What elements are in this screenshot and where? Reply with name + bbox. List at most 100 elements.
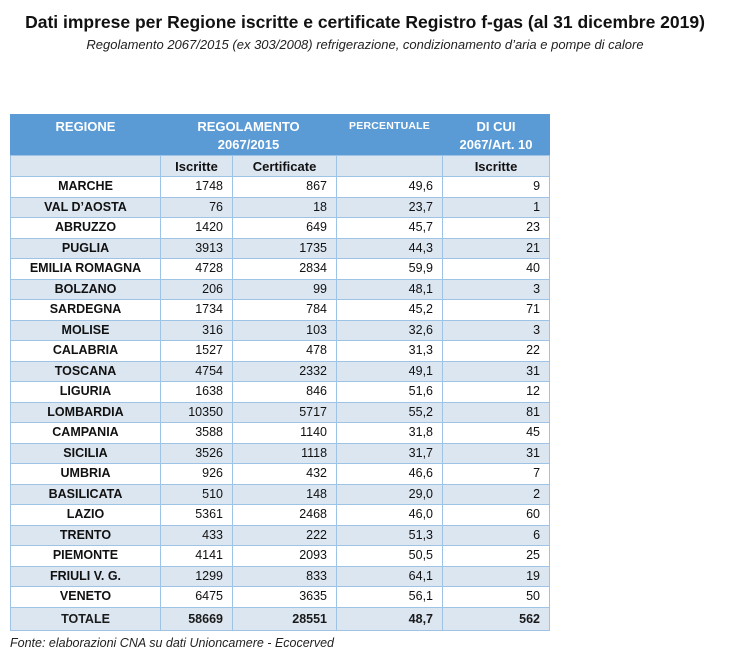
table-row: SICILIA 3526 1118 31,7 31 (10, 442, 551, 464)
table-row: CAMPANIA 3588 1140 31,8 45 (10, 422, 551, 444)
dicui-value-cell: 81 (442, 401, 551, 423)
dicui-value-cell: 1 (442, 196, 551, 218)
header-regolamento-line2: 2067/2015 (217, 137, 280, 152)
header-dicui-line1: DI CUI (476, 119, 516, 134)
region-name-cell: BASILICATA (10, 483, 161, 505)
table-row: BASILICATA 510 148 29,0 2 (10, 483, 551, 505)
total-certificate: 28551 (231, 606, 338, 631)
certificate-value-cell: 18 (231, 196, 338, 218)
total-row: TOTALE 58669 28551 48,7 562 (10, 606, 551, 631)
certificate-value-cell: 99 (231, 278, 338, 300)
percentuale-value-cell: 51,6 (336, 381, 444, 403)
source-note: Fonte: elaborazioni CNA su dati Unioncam… (10, 635, 334, 650)
percentuale-value-cell: 48,1 (336, 278, 444, 300)
subheader-certificate: Certificate (231, 155, 338, 177)
table-row: MOLISE 316 103 32,6 3 (10, 319, 551, 341)
table-row: TRENTO 433 222 51,3 6 (10, 524, 551, 546)
subheader-dicui-iscritte: Iscritte (442, 155, 551, 177)
total-iscritte: 58669 (160, 606, 233, 631)
percentuale-value-cell: 44,3 (336, 237, 444, 259)
region-name-cell: TRENTO (10, 524, 161, 546)
table-header-row: REGIONE REGOLAMENTO 2067/2015 PERCENTUAL… (10, 114, 551, 156)
certificate-value-cell: 846 (231, 381, 338, 403)
dicui-value-cell: 21 (442, 237, 551, 259)
percentuale-value-cell: 31,3 (336, 340, 444, 362)
dicui-value-cell: 25 (442, 545, 551, 567)
table-row: EMILIA ROMAGNA 4728 2834 59,9 40 (10, 258, 551, 280)
subheader-percentuale-empty (336, 155, 444, 177)
percentuale-value-cell: 55,2 (336, 401, 444, 423)
table-row: TOSCANA 4754 2332 49,1 31 (10, 360, 551, 382)
certificate-value-cell: 1118 (231, 442, 338, 464)
dicui-value-cell: 23 (442, 217, 551, 239)
table-row: SARDEGNA 1734 784 45,2 71 (10, 299, 551, 321)
percentuale-value-cell: 46,0 (336, 504, 444, 526)
percentuale-value-cell: 59,9 (336, 258, 444, 280)
iscritte-value-cell: 1638 (160, 381, 233, 403)
dicui-value-cell: 19 (442, 565, 551, 587)
percentuale-value-cell: 50,5 (336, 545, 444, 567)
header-percentuale: PERCENTUALE (336, 114, 444, 156)
percentuale-value-cell: 31,7 (336, 442, 444, 464)
iscritte-value-cell: 3526 (160, 442, 233, 464)
region-name-cell: LAZIO (10, 504, 161, 526)
table-row: VENETO 6475 3635 56,1 50 (10, 586, 551, 608)
certificate-value-cell: 1140 (231, 422, 338, 444)
iscritte-value-cell: 4728 (160, 258, 233, 280)
dicui-value-cell: 6 (442, 524, 551, 546)
iscritte-value-cell: 1420 (160, 217, 233, 239)
iscritte-value-cell: 926 (160, 463, 233, 485)
dicui-value-cell: 22 (442, 340, 551, 362)
dicui-value-cell: 12 (442, 381, 551, 403)
iscritte-value-cell: 4754 (160, 360, 233, 382)
percentuale-value-cell: 31,8 (336, 422, 444, 444)
certificate-value-cell: 148 (231, 483, 338, 505)
region-name-cell: UMBRIA (10, 463, 161, 485)
percentuale-value-cell: 45,7 (336, 217, 444, 239)
dicui-value-cell: 60 (442, 504, 551, 526)
region-name-cell: EMILIA ROMAGNA (10, 258, 161, 280)
subheader-iscritte: Iscritte (160, 155, 233, 177)
table-row: VAL D’AOSTA 76 18 23,7 1 (10, 196, 551, 218)
table-row: CALABRIA 1527 478 31,3 22 (10, 340, 551, 362)
certificate-value-cell: 5717 (231, 401, 338, 423)
table-row: BOLZANO 206 99 48,1 3 (10, 278, 551, 300)
dicui-value-cell: 71 (442, 299, 551, 321)
certificate-value-cell: 222 (231, 524, 338, 546)
certificate-value-cell: 784 (231, 299, 338, 321)
certificate-value-cell: 2093 (231, 545, 338, 567)
dicui-value-cell: 3 (442, 319, 551, 341)
certificate-value-cell: 103 (231, 319, 338, 341)
percentuale-value-cell: 56,1 (336, 586, 444, 608)
region-name-cell: CALABRIA (10, 340, 161, 362)
table-row: LOMBARDIA 10350 5717 55,2 81 (10, 401, 551, 423)
iscritte-value-cell: 10350 (160, 401, 233, 423)
dicui-value-cell: 2 (442, 483, 551, 505)
table-row: LIGURIA 1638 846 51,6 12 (10, 381, 551, 403)
iscritte-value-cell: 3588 (160, 422, 233, 444)
header-percentuale-label: PERCENTUALE (349, 120, 430, 132)
table-subheader-row: Iscritte Certificate Iscritte (10, 155, 551, 177)
table-row: LAZIO 5361 2468 46,0 60 (10, 504, 551, 526)
header-regolamento: REGOLAMENTO 2067/2015 (159, 114, 338, 156)
dicui-value-cell: 40 (442, 258, 551, 280)
region-name-cell: CAMPANIA (10, 422, 161, 444)
dicui-value-cell: 7 (442, 463, 551, 485)
percentuale-value-cell: 45,2 (336, 299, 444, 321)
total-dicui: 562 (442, 606, 551, 631)
table-body: MARCHE 1748 867 49,6 9 VAL D’AOSTA 76 18 23,7 1 AB… (10, 176, 551, 608)
dicui-value-cell: 45 (442, 422, 551, 444)
percentuale-value-cell: 64,1 (336, 565, 444, 587)
iscritte-value-cell: 510 (160, 483, 233, 505)
header-dicui: DI CUI 2067/Art. 10 (442, 114, 551, 156)
percentuale-value-cell: 51,3 (336, 524, 444, 546)
dicui-value-cell: 31 (442, 360, 551, 382)
certificate-value-cell: 432 (231, 463, 338, 485)
iscritte-value-cell: 316 (160, 319, 233, 341)
iscritte-value-cell: 6475 (160, 586, 233, 608)
total-label: TOTALE (10, 606, 161, 631)
header-regione-label: REGIONE (55, 119, 116, 134)
certificate-value-cell: 833 (231, 565, 338, 587)
region-name-cell: PIEMONTE (10, 545, 161, 567)
iscritte-value-cell: 3913 (160, 237, 233, 259)
